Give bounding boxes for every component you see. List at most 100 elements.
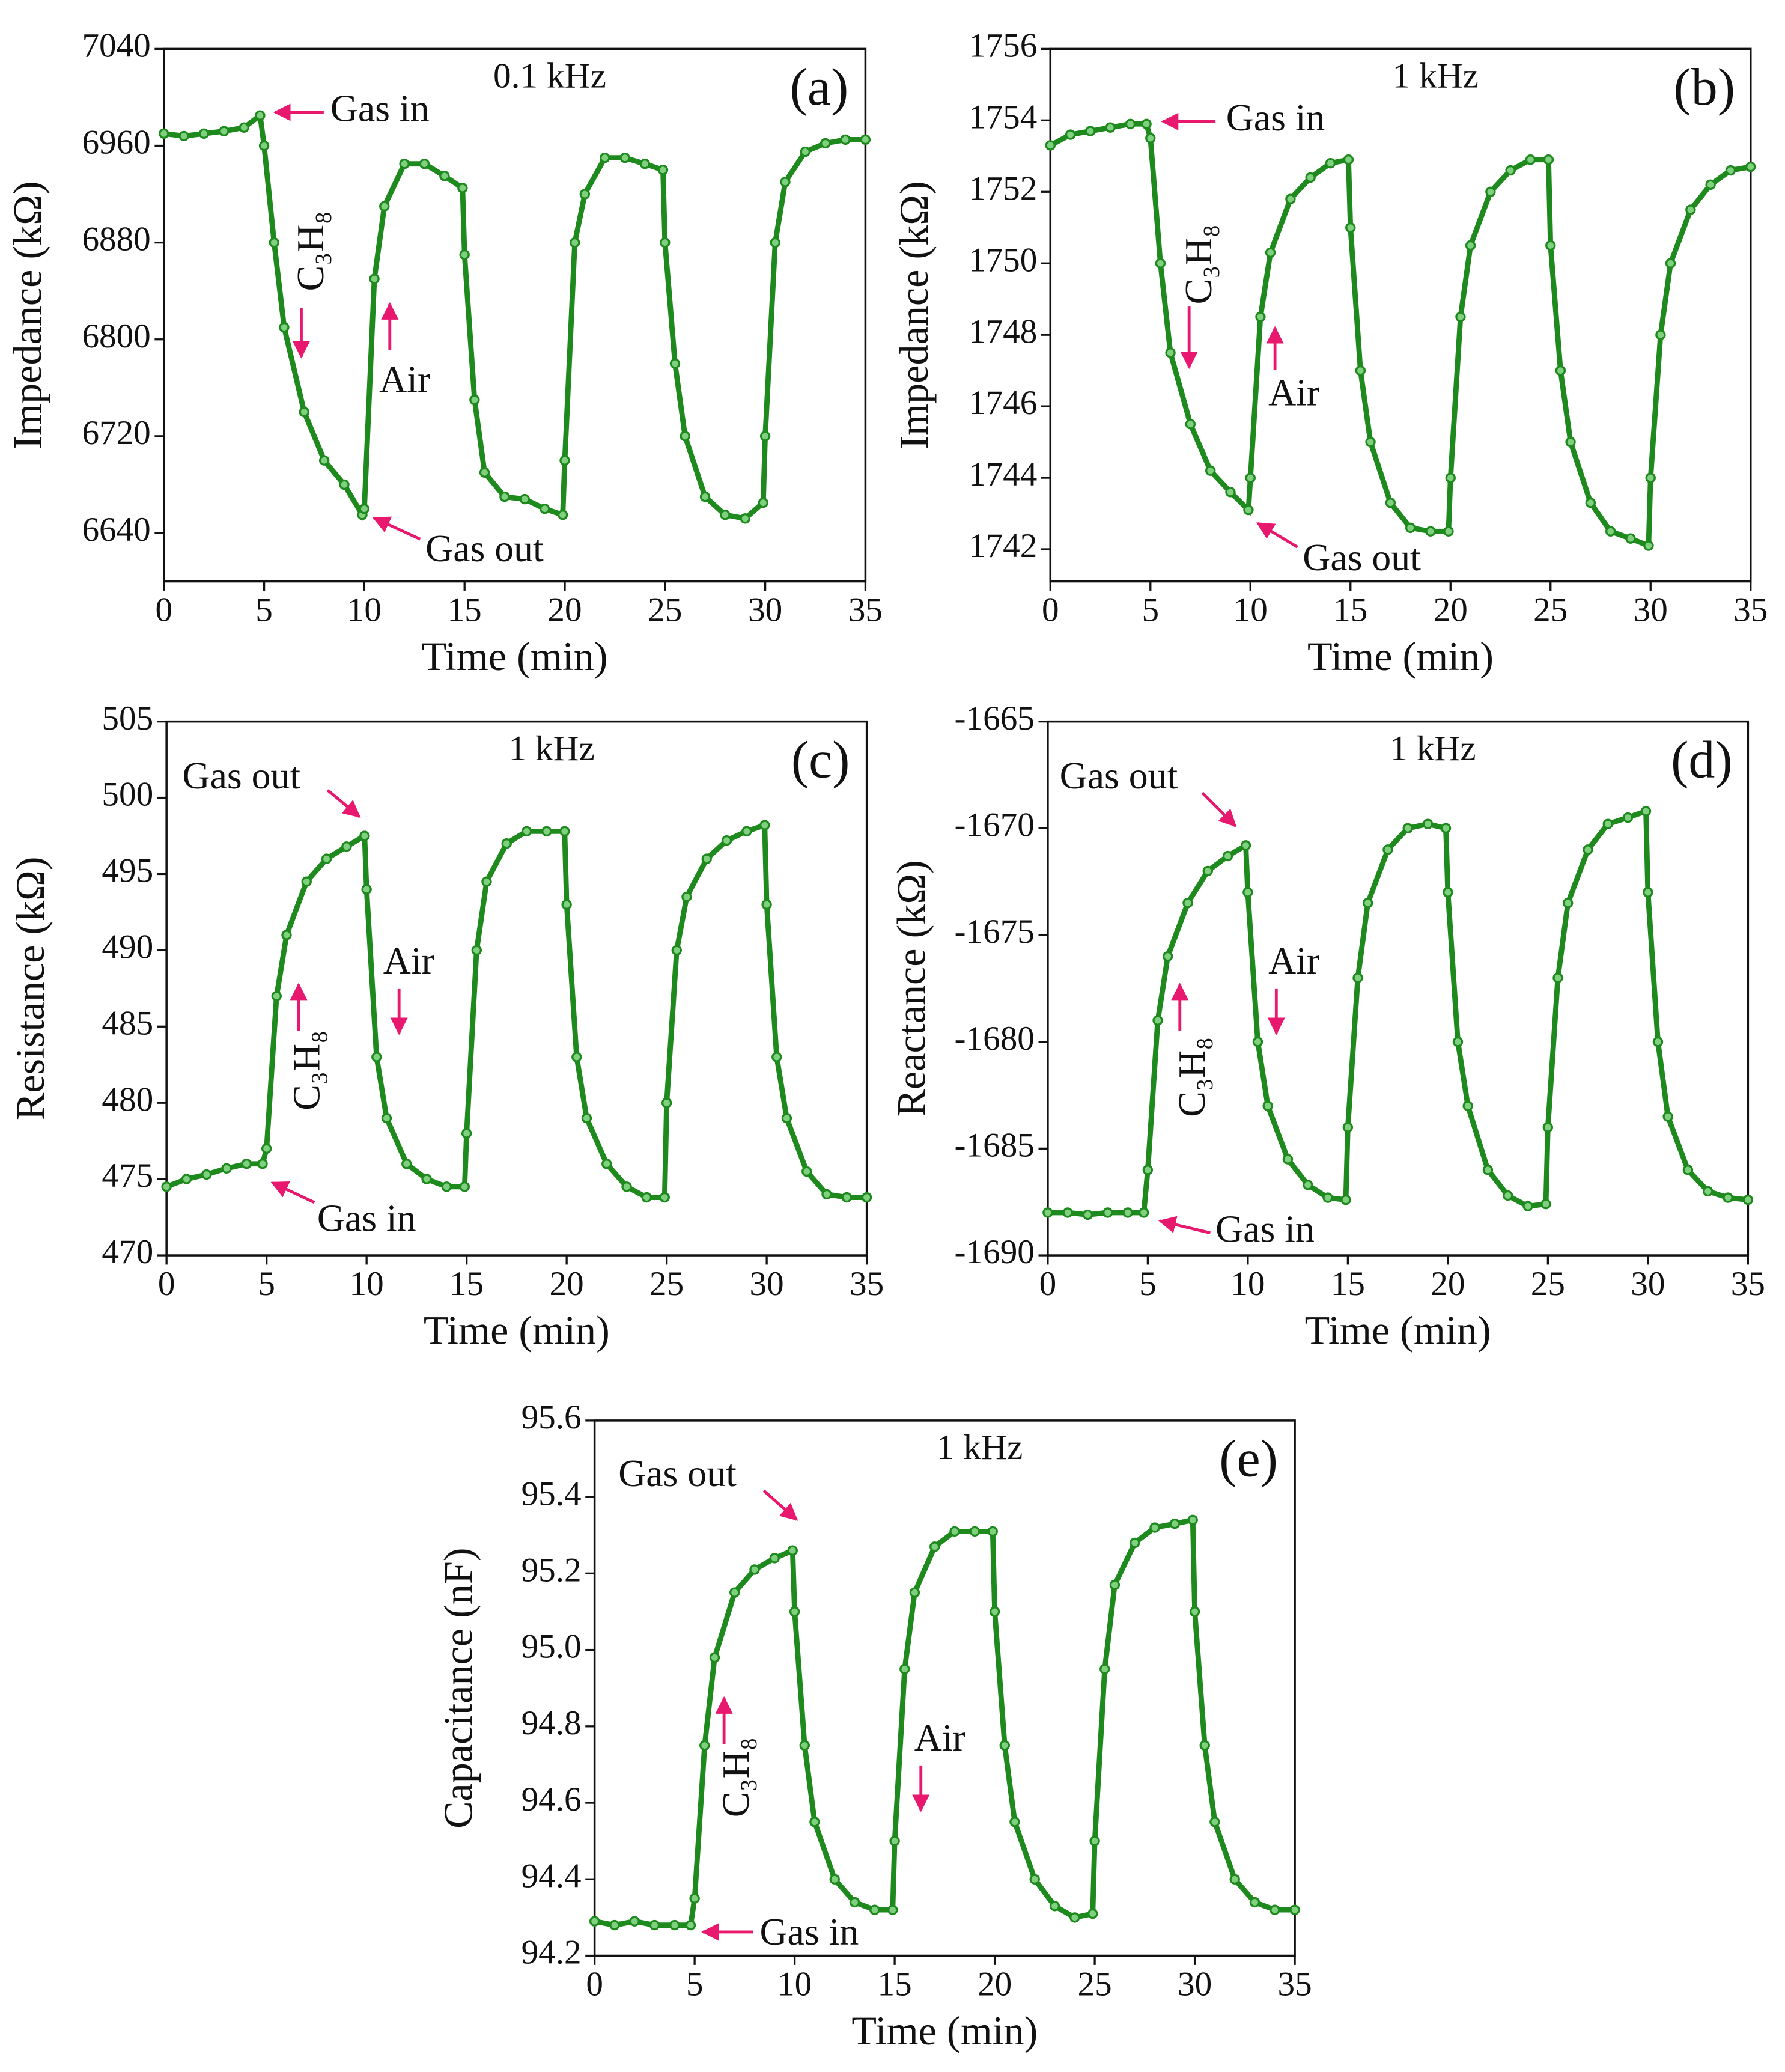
frequency-label: 0.1 kHz xyxy=(493,56,606,96)
data-point xyxy=(559,826,570,837)
y-tick-label: 95.0 xyxy=(522,1628,582,1666)
annotation: Gas out xyxy=(618,1452,737,1495)
data-point xyxy=(1455,311,1466,323)
data-point xyxy=(1099,1663,1110,1675)
x-tick-label: 30 xyxy=(750,1265,784,1303)
data-point xyxy=(198,128,210,139)
data-point xyxy=(371,1052,382,1062)
data-point xyxy=(401,1159,412,1169)
data-point xyxy=(709,1652,720,1663)
x-tick-label: 25 xyxy=(1078,1965,1112,2003)
data-point xyxy=(1605,526,1616,537)
data-point xyxy=(571,1052,582,1062)
data-point xyxy=(399,159,410,169)
data-point xyxy=(629,1916,640,1927)
data-point xyxy=(318,455,330,466)
annotation-arrow xyxy=(372,516,421,541)
data-point xyxy=(461,1128,472,1139)
data-point xyxy=(161,1181,172,1192)
data-point xyxy=(1029,1874,1040,1885)
y-tick-label: 95.4 xyxy=(522,1475,582,1513)
frequency-label: 1 kHz xyxy=(1390,728,1476,768)
data-point xyxy=(799,1740,810,1751)
data-point xyxy=(889,1835,900,1847)
data-point xyxy=(887,1904,898,1915)
x-axis-label: Time (min) xyxy=(1305,1308,1491,1353)
data-point xyxy=(459,249,470,260)
annotation: Air xyxy=(379,358,430,400)
data-point xyxy=(1225,487,1236,498)
y-tick-label: 475 xyxy=(102,1157,153,1195)
data-point xyxy=(661,1097,672,1108)
data-point xyxy=(299,406,309,418)
data-point xyxy=(1202,865,1213,877)
x-tick-label: 0 xyxy=(1042,591,1059,629)
data-point xyxy=(381,1112,392,1124)
annotation: Gas in xyxy=(1226,96,1325,139)
x-tick-label: 10 xyxy=(347,591,382,629)
x-tick-label: 10 xyxy=(1230,1265,1265,1303)
plot-frame xyxy=(1047,720,1750,1257)
data-point xyxy=(541,826,552,837)
data-point xyxy=(749,1564,760,1575)
data-point xyxy=(649,1919,660,1931)
data-point xyxy=(841,1192,853,1203)
y-axis-label: Resistance (kΩ) xyxy=(7,857,53,1121)
annotation: C₃H₈ xyxy=(714,1737,757,1817)
data-point xyxy=(1152,1015,1163,1026)
data-point xyxy=(1385,498,1396,508)
y-tick-label: 95.2 xyxy=(522,1551,582,1589)
x-tick-label: 25 xyxy=(1531,1265,1565,1303)
x-axis-label: Time (min) xyxy=(422,633,608,679)
annotation-arrow xyxy=(326,789,361,818)
data-point xyxy=(1222,850,1233,862)
data-point xyxy=(1445,472,1456,483)
data-point xyxy=(341,841,352,852)
data-point xyxy=(909,1587,920,1598)
y-tick-label: -1690 xyxy=(955,1233,1035,1271)
data-point xyxy=(1365,436,1376,448)
data-point xyxy=(1382,844,1393,855)
annotation: Gas in xyxy=(317,1197,416,1240)
x-tick-label: 25 xyxy=(1533,591,1568,629)
annotation: Air xyxy=(1268,371,1319,413)
y-tick-label: 1746 xyxy=(969,384,1037,422)
data-point xyxy=(589,1916,600,1927)
data-point xyxy=(769,1553,780,1564)
data-point xyxy=(1009,1817,1020,1827)
data-point xyxy=(219,126,230,137)
data-point xyxy=(561,899,572,910)
x-tick-label: 15 xyxy=(1333,591,1367,629)
x-tick-label: 0 xyxy=(586,1965,603,2003)
data-point xyxy=(1643,540,1654,551)
data-point xyxy=(820,138,831,149)
data-point xyxy=(729,1587,740,1598)
data-point xyxy=(1209,1817,1220,1827)
data-point xyxy=(1662,1111,1673,1122)
data-point xyxy=(1189,1606,1200,1617)
data-point xyxy=(459,1181,470,1192)
data-point xyxy=(1042,1207,1053,1218)
y-tick-label: 95.6 xyxy=(522,1398,582,1436)
data-point xyxy=(269,237,279,248)
annotation: C₃H₈ xyxy=(1177,224,1220,304)
data-point xyxy=(1255,311,1266,323)
panel: 0 5 10 15 20 25 30 35 94.2 94.4 94.6 94.8 95.0 95.2 95… xyxy=(435,1398,1312,2053)
data-point xyxy=(669,358,681,369)
y-tick-label: 495 xyxy=(102,852,153,890)
data-point xyxy=(1162,951,1173,962)
x-tick-label: 20 xyxy=(978,1965,1012,2003)
data-point xyxy=(1343,154,1354,165)
data-point xyxy=(1422,818,1434,829)
data-point xyxy=(1322,1192,1333,1203)
data-point xyxy=(481,876,492,887)
panel: 0 5 10 15 20 25 30 35 6640 6720 6800 6880 6960 7040 Ti… xyxy=(5,26,883,679)
x-tick-label: 30 xyxy=(1634,591,1668,629)
data-point xyxy=(1425,526,1436,537)
data-point xyxy=(1049,1901,1060,1912)
data-point xyxy=(1555,365,1566,376)
y-tick-label: -1665 xyxy=(955,699,1035,737)
x-axis-label: Time (min) xyxy=(851,2008,1038,2053)
data-point xyxy=(1149,1522,1160,1533)
y-axis-label: Reactance (kΩ) xyxy=(889,860,934,1117)
